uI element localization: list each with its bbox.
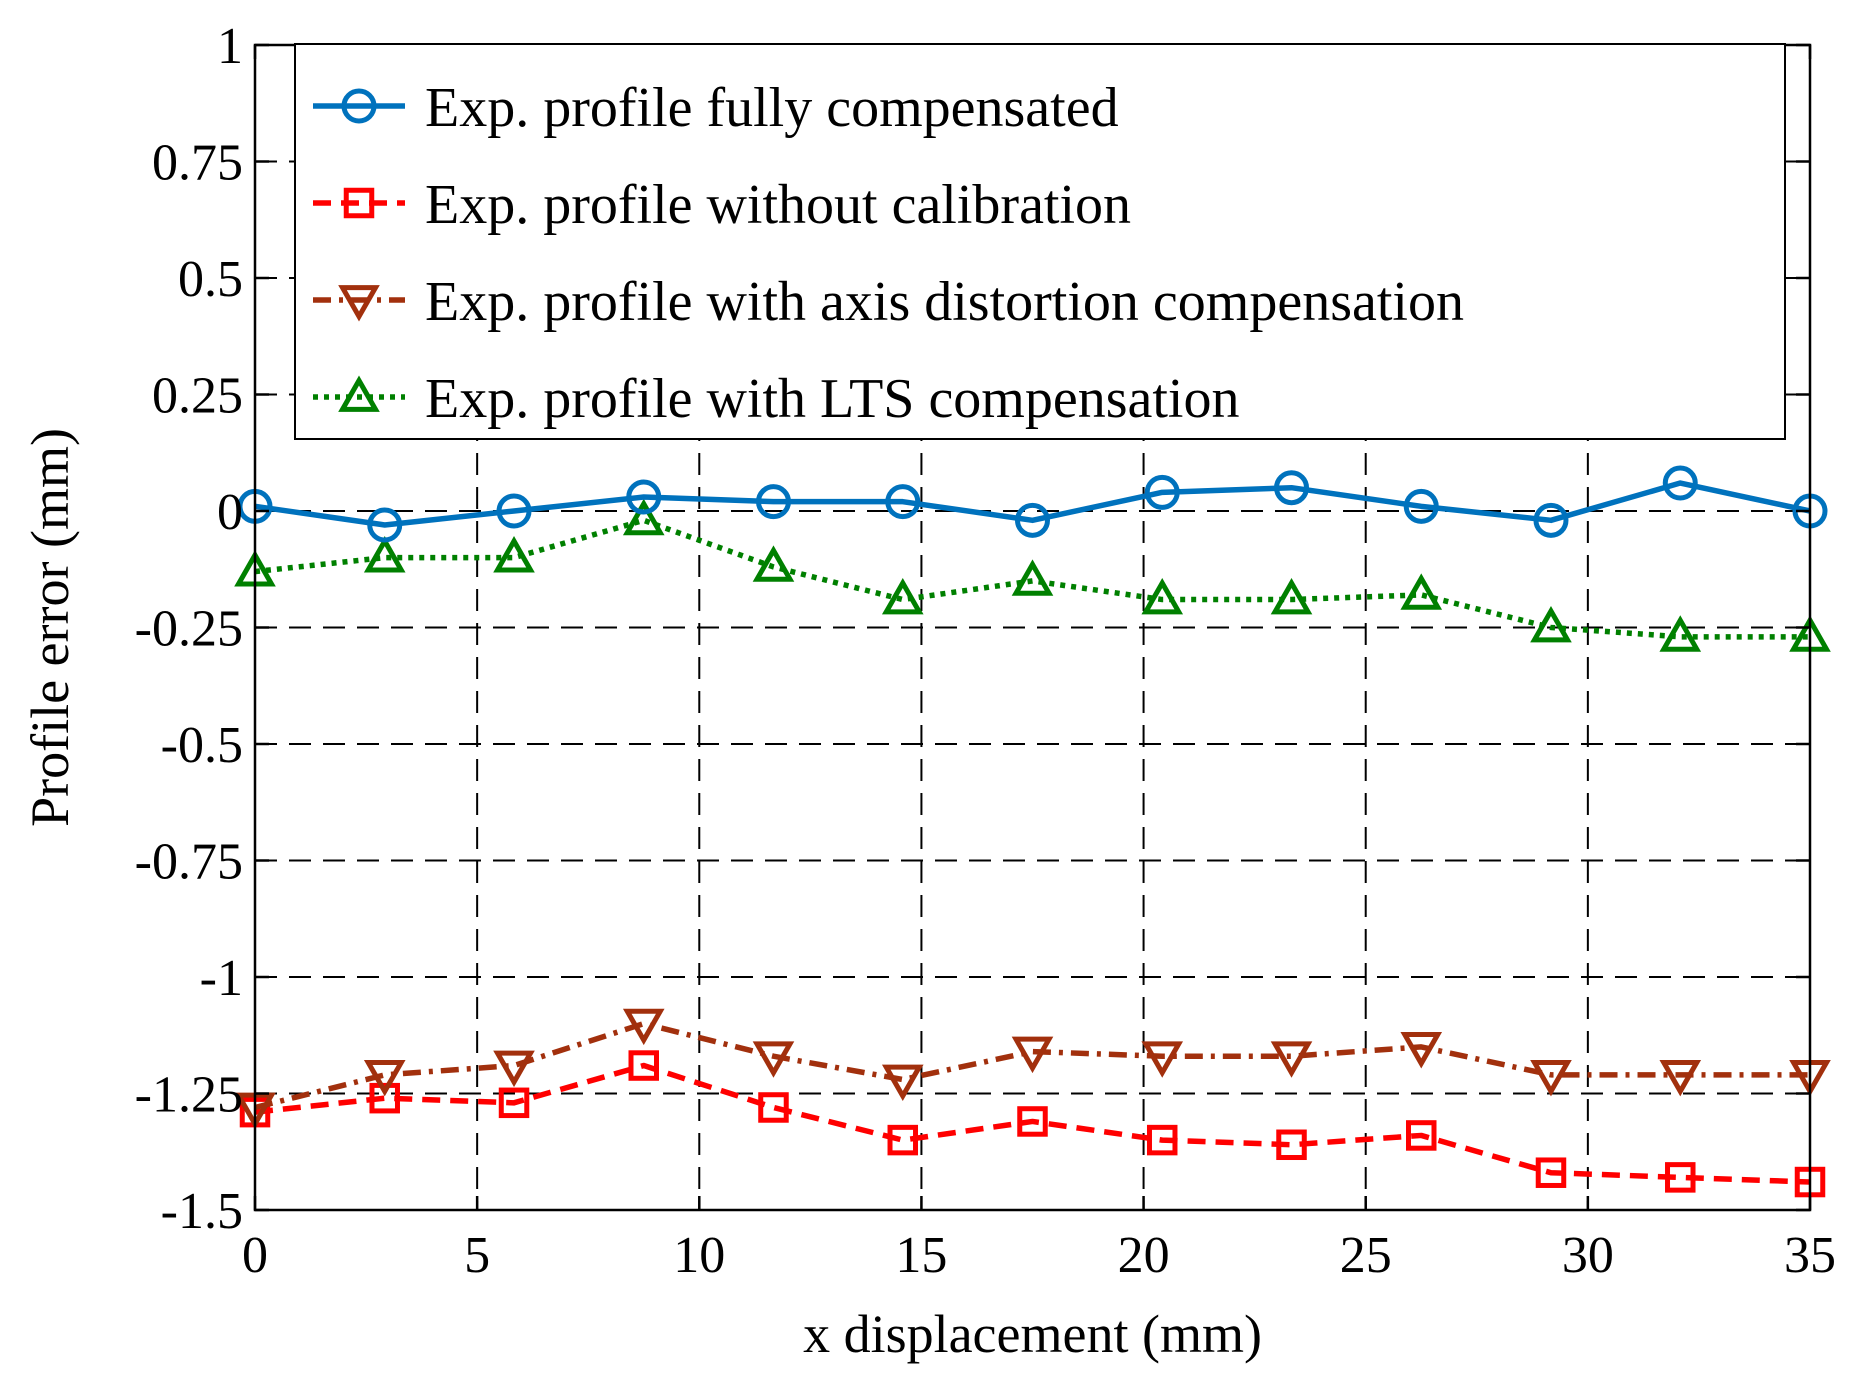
data-point-marker	[885, 484, 921, 520]
legend-label: Exp. profile fully compensated	[425, 77, 1119, 139]
y-tick-label: -0.75	[135, 834, 243, 891]
legend-box	[294, 43, 1786, 440]
series-group	[234, 465, 1831, 1198]
data-point-marker	[755, 484, 791, 520]
data-point-marker	[752, 545, 795, 582]
x-tick-label: 5	[464, 1227, 490, 1284]
data-point-marker	[881, 1064, 924, 1102]
data-point-marker	[622, 1008, 665, 1046]
series-exp-profile-without-calibration	[239, 1050, 1826, 1198]
data-point-marker	[1011, 559, 1054, 596]
data-point-marker	[1017, 1106, 1048, 1137]
y-tick-label: 0.75	[152, 135, 243, 192]
legend-marker	[338, 285, 380, 322]
data-point-marker	[1659, 615, 1702, 652]
x-tick-label: 30	[1562, 1227, 1614, 1284]
data-point-marker	[493, 1050, 535, 1088]
legend-item: Exp. profile with axis distortion compen…	[313, 271, 1464, 333]
series-line	[254, 1062, 1811, 1185]
legend: Exp. profile fully compensated Exp. profi…	[294, 43, 1786, 440]
y-tick-label: -1	[200, 950, 243, 1007]
data-point-marker	[1270, 578, 1313, 615]
data-point-marker	[1535, 1157, 1567, 1188]
data-point-marker	[1659, 1059, 1702, 1097]
legend-marker	[343, 187, 375, 219]
data-point-marker	[1274, 470, 1310, 506]
data-point-marker	[1400, 1032, 1443, 1069]
data-point-marker	[369, 1082, 400, 1114]
data-point-marker	[363, 1059, 406, 1097]
x-axis-title: x displacement (mm)	[803, 1304, 1262, 1364]
data-point-marker	[1144, 474, 1180, 510]
legend-marker	[338, 375, 380, 412]
x-tick-label: 25	[1340, 1227, 1392, 1284]
y-axis-title: Profile error (mm)	[20, 428, 80, 827]
data-point-marker	[1146, 1124, 1178, 1156]
x-tick-label: 10	[673, 1227, 725, 1284]
y-tick-label: 0.5	[178, 251, 243, 308]
series-line	[254, 517, 1810, 640]
series-line	[254, 480, 1811, 528]
legend-item: Exp. profile without calibration	[313, 174, 1131, 236]
x-tick-label: 20	[1118, 1227, 1170, 1284]
data-point-marker	[887, 1124, 919, 1156]
data-point-marker	[1270, 1041, 1313, 1078]
data-point-marker	[1276, 1129, 1307, 1161]
data-point-marker	[367, 507, 403, 543]
legend-label: Exp. profile without calibration	[425, 174, 1131, 236]
y-tick-label: 0.25	[152, 368, 243, 425]
x-tick-label: 35	[1784, 1227, 1836, 1284]
data-point-marker	[496, 493, 532, 529]
data-point-marker	[758, 1092, 789, 1123]
y-tick-label: -1.25	[135, 1067, 243, 1124]
legend-label: Exp. profile with axis distortion compen…	[425, 271, 1464, 333]
data-point-marker	[1141, 578, 1184, 615]
series-exp-profile-with-axis-distortion-compensation	[234, 1008, 1831, 1130]
y-tick-label: -0.25	[135, 601, 243, 658]
legend-marker	[341, 88, 377, 124]
data-point-marker	[363, 536, 406, 573]
data-point-marker	[498, 1087, 530, 1119]
y-tick-label: 1	[217, 18, 243, 75]
data-point-marker	[1406, 1120, 1437, 1151]
series-line	[254, 1020, 1810, 1111]
x-tick-label: 15	[895, 1227, 947, 1284]
data-point-marker	[493, 536, 535, 573]
data-point-marker	[1141, 1041, 1184, 1078]
data-point-marker	[1533, 502, 1569, 538]
data-point-marker	[881, 578, 924, 615]
data-point-marker	[622, 498, 665, 536]
legend-item: Exp. profile fully compensated	[313, 77, 1119, 139]
legend-item: Exp. profile with LTS compensation	[313, 368, 1240, 430]
axis-ticks: 0 5 10 15 20 25 30 35 1 0.75 0.5 0.25 0 -0.25 -0.5 -0.7…	[135, 18, 1836, 1284]
data-point-marker	[1665, 1162, 1696, 1193]
data-point-marker	[626, 479, 662, 515]
data-point-marker	[1662, 465, 1698, 501]
data-point-marker	[1530, 1059, 1572, 1097]
y-tick-label: -0.5	[161, 717, 243, 774]
data-point-marker	[1530, 605, 1572, 643]
data-point-marker	[1400, 573, 1443, 610]
data-point-marker	[628, 1050, 659, 1081]
legend-label: Exp. profile with LTS compensation	[425, 368, 1240, 430]
data-point-marker	[1015, 502, 1050, 538]
data-point-marker	[1011, 1036, 1054, 1074]
y-tick-label: 0	[217, 484, 243, 541]
data-point-marker	[1403, 488, 1439, 524]
x-tick-label: 0	[242, 1227, 268, 1284]
y-tick-label: -1.5	[161, 1183, 243, 1240]
data-point-marker	[752, 1041, 795, 1078]
